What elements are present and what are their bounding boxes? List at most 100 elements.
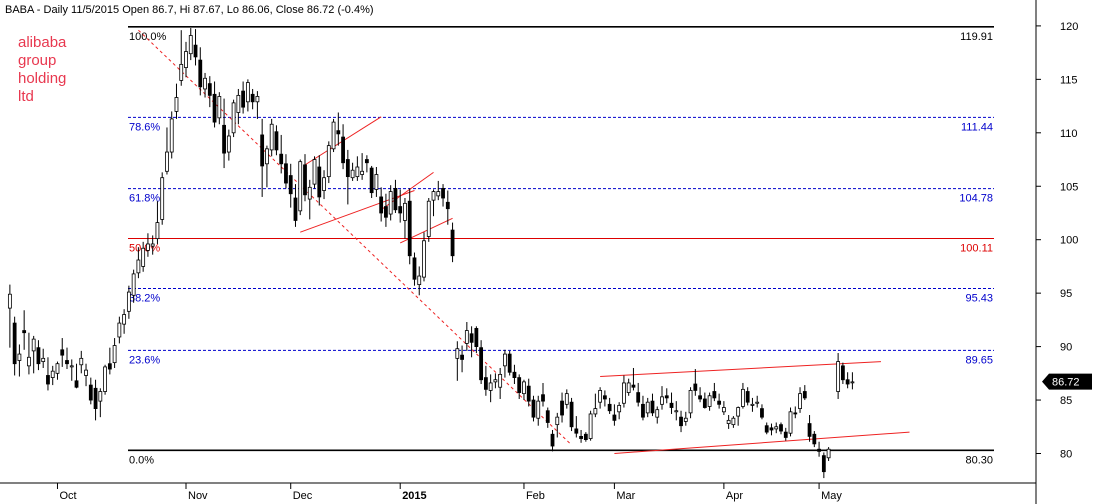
candle-body-down [560, 400, 564, 416]
candle-body-down [679, 416, 683, 427]
candle-body-up [598, 390, 603, 403]
candle [840, 362, 845, 385]
candle [455, 341, 460, 381]
candle-body-down [445, 201, 450, 210]
candle [460, 345, 464, 373]
candle [117, 316, 122, 344]
candle-body-down [441, 187, 445, 199]
candle [707, 392, 712, 411]
candle [503, 349, 507, 378]
candle-body-down [641, 403, 645, 418]
candle-body-up [655, 409, 660, 418]
candle [731, 416, 736, 428]
candle [450, 222, 455, 263]
candle [369, 165, 374, 199]
candle [269, 118, 274, 157]
candle [222, 98, 226, 169]
candle [674, 401, 679, 421]
price-tick-label: 115 [1060, 74, 1078, 86]
candle-body-down [88, 384, 93, 401]
price-tick-label: 110 [1060, 128, 1078, 140]
candle-body-up [431, 191, 436, 201]
candle [769, 423, 774, 436]
candle-body-up [203, 77, 207, 90]
candle [555, 412, 560, 438]
candle [693, 369, 698, 396]
candle [431, 189, 436, 217]
candle-body-up [374, 174, 379, 190]
candle-body-up [55, 363, 60, 374]
candle [250, 88, 255, 110]
candle [593, 393, 598, 418]
candle [88, 377, 93, 405]
candle-body-up [626, 382, 631, 393]
candle-body-down [807, 423, 812, 437]
candle [212, 81, 217, 128]
candle-body-down [793, 412, 798, 415]
candle [645, 397, 650, 418]
candle [522, 379, 526, 401]
candle-body-up [112, 345, 117, 364]
candle-body-down [612, 414, 617, 421]
candle-body-down [450, 229, 455, 257]
candle [741, 382, 745, 409]
candle [745, 387, 750, 406]
fib-value-label: 95.43 [965, 293, 993, 305]
candle-body-up [355, 166, 360, 178]
date-tick-label: Feb [526, 490, 545, 502]
fib-percent-label: 61.8% [129, 193, 160, 205]
candle [717, 393, 722, 409]
candle [122, 309, 127, 334]
candle [683, 411, 688, 426]
candle [136, 247, 141, 279]
candle [750, 397, 755, 412]
price-tick-label: 100 [1060, 235, 1078, 247]
last-price-box [1042, 373, 1092, 390]
candle-body-up [826, 448, 831, 459]
candle [27, 332, 31, 375]
candle-body-down [398, 206, 403, 214]
date-tick-label: Mar [616, 490, 635, 502]
candle [774, 422, 779, 434]
candle-body-down [569, 401, 574, 428]
candle-body-down [284, 163, 288, 184]
candle [541, 382, 545, 407]
candle [245, 79, 250, 112]
candle [384, 193, 388, 227]
candle [169, 111, 174, 159]
candle-body-up [522, 381, 526, 395]
date-tick-label: 2015 [402, 490, 426, 502]
candle [388, 185, 393, 221]
candle [207, 76, 212, 108]
candle-body-down [341, 136, 345, 164]
candle [141, 241, 146, 272]
fib-value-label: 119.91 [960, 31, 993, 43]
candle [845, 372, 850, 389]
candle-body-down [745, 391, 750, 403]
candle-body-up [464, 330, 469, 344]
candle [426, 198, 431, 242]
candle [626, 378, 631, 396]
fib-value-label: 104.78 [959, 193, 993, 205]
candle [326, 141, 331, 184]
candle-body-down [779, 424, 783, 432]
price-tick-label: 80 [1060, 449, 1072, 461]
candle-body-down [817, 448, 821, 452]
candle [836, 353, 841, 399]
candle-body-up [155, 222, 160, 240]
candle [355, 156, 360, 181]
candle [174, 83, 179, 119]
candle [793, 406, 798, 419]
candle-body-down [12, 322, 17, 365]
candle-body-up [17, 353, 22, 361]
candle-body-down [531, 399, 536, 418]
candle [679, 410, 683, 433]
price-tick-label: 90 [1060, 342, 1072, 354]
candle [569, 397, 574, 432]
candle [669, 392, 674, 414]
candle [641, 395, 645, 421]
candle-body-down [193, 44, 198, 58]
candle [760, 404, 764, 420]
candle-body-down [693, 383, 698, 391]
candle-body-down [760, 408, 764, 418]
